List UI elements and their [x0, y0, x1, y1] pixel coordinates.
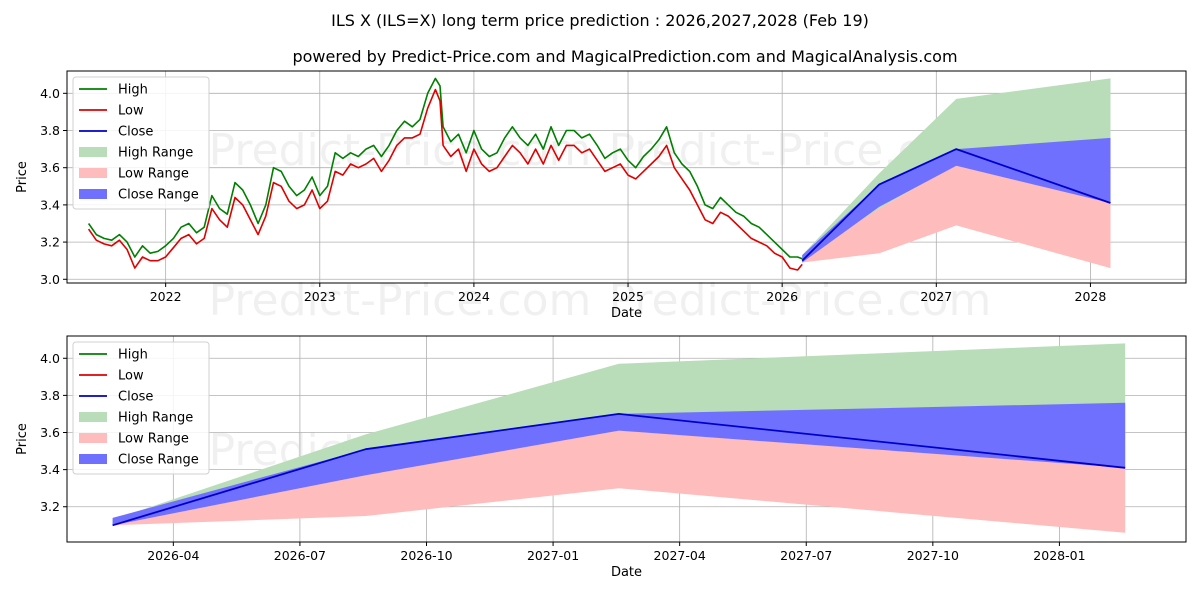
legend-swatch-patch: [79, 189, 107, 199]
x-tick-label: 2027-04: [654, 548, 706, 563]
y-tick-label: 3.2: [40, 499, 60, 514]
x-tick-label: 2028: [1075, 289, 1107, 304]
x-tick-label: 2026-04: [147, 548, 199, 563]
y-tick-label: 3.8: [40, 123, 60, 138]
chart-subtitle: powered by Predict-Price.com and Magical…: [292, 47, 957, 66]
legend-label: Low: [118, 369, 144, 384]
legend-label: Close Range: [118, 453, 199, 468]
legend-swatch-patch: [79, 433, 107, 443]
y-tick-label: 3.6: [40, 160, 60, 175]
legend-label: Low: [118, 104, 144, 119]
y-tick-label: 3.2: [40, 235, 60, 250]
low-range-band: [802, 164, 1111, 269]
legend-label: Close: [118, 125, 153, 140]
close-range-band: [802, 137, 1111, 263]
legend-label: High Range: [118, 146, 193, 161]
legend-swatch-patch: [79, 412, 107, 422]
plot-area: [87, 77, 1111, 271]
x-tick-label: 2026: [766, 289, 798, 304]
x-tick-label: 2026-07: [274, 548, 326, 563]
legend-label: Close: [118, 390, 153, 405]
y-tick-label: 3.6: [40, 425, 60, 440]
x-tick-label: 2023: [304, 289, 336, 304]
y-tick-label: 4.0: [40, 86, 60, 101]
axes-frame: [66, 70, 1187, 284]
x-tick-label: 2024: [458, 289, 490, 304]
legend-label: High: [118, 348, 148, 363]
close-forecast-line: [801, 148, 1111, 262]
axes-frame: [66, 335, 1187, 543]
legend-label: High: [118, 83, 148, 98]
x-tick-label: 2027: [920, 289, 952, 304]
legend-swatch-patch: [79, 147, 107, 157]
x-tick-label: 2026-10: [400, 548, 452, 563]
legend-label: Low Range: [118, 432, 189, 447]
plot-area: [112, 343, 1126, 533]
x-axis-label: Date: [611, 565, 642, 580]
legend-label: Close Range: [118, 188, 199, 203]
x-tick-label: 2027-10: [907, 548, 959, 563]
chart-title: ILS X (ILS=X) long term price prediction…: [331, 11, 869, 30]
high-range-band: [802, 78, 1111, 261]
legend-label: Low Range: [118, 167, 189, 182]
x-tick-label: 2027-07: [780, 548, 832, 563]
high-range-band: [112, 343, 1126, 526]
legend: High Low Close High Range Low Range Close Ran…: [72, 341, 210, 475]
y-tick-label: 3.8: [40, 388, 60, 403]
x-tick-label: 2025: [612, 289, 644, 304]
y-tick-label: 4.0: [40, 351, 60, 366]
low-range-band: [112, 428, 1126, 533]
y-tick-label: 3.0: [40, 272, 60, 287]
panel-long-term: Predict-Price.com Predict-Price.comPredic…: [15, 70, 1187, 326]
y-axis-label: Price: [15, 161, 30, 193]
close-forecast-line: [112, 412, 1126, 527]
panel-prediction-detail: Predict-Price.comPredict-Price.com2026-0…: [15, 335, 1187, 580]
watermark-text: Predict-Price.com: [209, 125, 592, 176]
legend-swatch-patch: [79, 454, 107, 464]
y-tick-label: 3.4: [40, 197, 60, 212]
low-series-line: [87, 88, 803, 271]
legend-label: High Range: [118, 411, 193, 426]
legend: High Low Close High Range Low Range Close Ran…: [72, 76, 210, 210]
legend-swatch-patch: [79, 168, 107, 178]
y-axis-label: Price: [15, 423, 30, 455]
x-tick-label: 2028-01: [1033, 548, 1085, 563]
y-tick-label: 3.4: [40, 462, 60, 477]
x-axis-label: Date: [611, 306, 642, 321]
x-tick-label: 2027-01: [527, 548, 579, 563]
x-tick-label: 2022: [150, 289, 182, 304]
close-range-band: [112, 402, 1126, 526]
